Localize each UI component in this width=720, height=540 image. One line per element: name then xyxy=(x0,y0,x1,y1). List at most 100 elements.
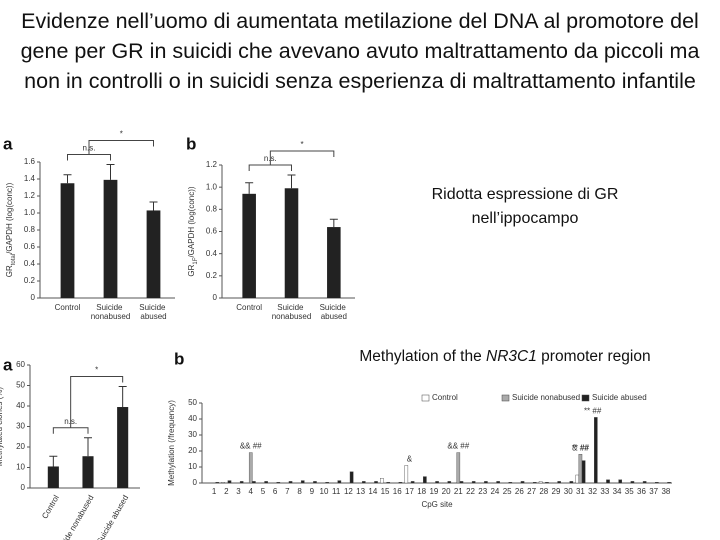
x-tick-label: 35 xyxy=(625,487,634,496)
y-label-sub: 1F xyxy=(193,257,199,264)
x-tick-label: 29 xyxy=(552,487,561,496)
x-tick-label: 27 xyxy=(527,487,536,496)
slide-title: Evidenze nell’uomo di aumentata metilazi… xyxy=(20,9,700,93)
x-tick-label: 15 xyxy=(381,487,390,496)
y-tick-label: 0.8 xyxy=(206,204,218,213)
bar xyxy=(288,481,293,484)
y-tick-label: 1.2 xyxy=(206,160,218,169)
x-tick-label: Suicide abused xyxy=(95,494,130,540)
x-tick-label: Control xyxy=(40,493,61,520)
x-tick-label: 22 xyxy=(466,487,475,496)
x-tick-label: 30 xyxy=(564,487,573,496)
bar xyxy=(532,482,537,484)
x-tick-label: 1 xyxy=(212,487,217,496)
y-tick-label: 20 xyxy=(16,442,25,451)
bar xyxy=(508,482,513,484)
x-tick-label: Suicide nonabused xyxy=(54,494,96,540)
bar xyxy=(380,478,384,484)
error-bar xyxy=(245,182,254,194)
bar xyxy=(642,481,647,484)
legend-swatch xyxy=(581,394,590,402)
annotation: && ## xyxy=(447,442,469,451)
x-tick-label: Suicide abused xyxy=(320,303,348,321)
annotation: ** ## xyxy=(584,407,602,416)
x-tick-label: 17 xyxy=(405,487,414,496)
y-tick-label: 0 xyxy=(31,293,36,302)
legend-label: Suicide nonabused xyxy=(512,393,580,402)
significance-label: * xyxy=(95,366,98,375)
bar xyxy=(520,481,525,484)
y-tick-label: 1.2 xyxy=(24,191,36,200)
x-tick-label: 14 xyxy=(368,487,377,496)
y-axis-label: Methylation (/frequency) xyxy=(167,400,176,486)
bar xyxy=(471,481,476,484)
x-tick-label: 19 xyxy=(429,487,438,496)
y-tick-label: 0.4 xyxy=(24,259,36,268)
x-tick-label: 34 xyxy=(613,487,622,496)
x-tick-label: Suicide abused xyxy=(139,303,167,321)
x-tick-label: 7 xyxy=(285,487,290,496)
significance-bracket xyxy=(67,154,111,161)
bar xyxy=(82,456,94,488)
y-label-main: GR xyxy=(5,265,14,277)
x-tick-label: 32 xyxy=(588,487,597,496)
y-tick-label: 0 xyxy=(193,478,198,487)
bar xyxy=(362,481,366,484)
x-tick-label: 6 xyxy=(273,487,278,496)
x-tick-label: 12 xyxy=(344,487,353,496)
x-tick-label: 2 xyxy=(224,487,229,496)
y-tick-label: 10 xyxy=(188,462,197,471)
y-tick-label: 10 xyxy=(16,463,25,472)
x-tick-label: 8 xyxy=(297,487,302,496)
x-tick-label: 36 xyxy=(637,487,646,496)
panel-label: b xyxy=(186,134,196,153)
panel-label: b xyxy=(174,349,184,368)
bar xyxy=(398,482,403,484)
bar xyxy=(337,480,342,484)
error-bar xyxy=(149,201,158,211)
bar xyxy=(117,407,129,488)
x-tick-label: Suicide nonabused xyxy=(91,303,131,321)
significance-bracket xyxy=(52,427,89,434)
error-bar xyxy=(49,455,58,467)
y-tick-label: 0.2 xyxy=(206,271,218,280)
y-tick-label: 30 xyxy=(188,430,197,439)
y-tick-label: 0.6 xyxy=(206,227,218,236)
x-tick-label: 18 xyxy=(417,487,426,496)
bar xyxy=(545,482,549,484)
bar xyxy=(146,210,161,298)
bar xyxy=(349,471,354,484)
error-bar xyxy=(329,218,338,228)
bar xyxy=(215,482,220,484)
x-tick-label: 31 xyxy=(576,487,585,496)
y-label-rest: /GAPDH (log(conc)) xyxy=(187,186,196,257)
bar xyxy=(630,481,635,484)
significance-bracket xyxy=(248,164,292,171)
y-tick-label: 1.6 xyxy=(24,157,36,166)
annotation: & ## xyxy=(572,443,589,452)
annotation: ** ## xyxy=(572,443,590,452)
legend-label: Control xyxy=(432,393,458,402)
bar xyxy=(581,460,586,484)
bar xyxy=(60,183,75,298)
x-tick-label: 20 xyxy=(442,487,451,496)
bar xyxy=(618,479,623,484)
y-tick-label: 40 xyxy=(16,401,25,410)
panel-label: a xyxy=(3,355,13,374)
note: Methylation of the NR3C1 promoter region xyxy=(325,348,685,366)
legend-swatch xyxy=(421,394,430,402)
y-tick-label: 0.8 xyxy=(24,225,36,234)
bar xyxy=(386,482,391,484)
bar xyxy=(264,481,268,484)
error-bar xyxy=(84,437,92,457)
x-tick-label: 4 xyxy=(249,487,254,496)
y-axis-label: GRtotal/GAPDH (log(conc)) xyxy=(5,182,16,277)
x-tick-label: 21 xyxy=(454,487,463,496)
y-tick-label: 50 xyxy=(188,398,197,407)
error-bar xyxy=(118,386,127,408)
y-label-rest: /GAPDH (log(conc)) xyxy=(5,182,14,253)
y-tick-label: 1.0 xyxy=(24,208,36,217)
x-tick-label: 25 xyxy=(503,487,512,496)
y-tick-label: 60 xyxy=(16,360,25,369)
